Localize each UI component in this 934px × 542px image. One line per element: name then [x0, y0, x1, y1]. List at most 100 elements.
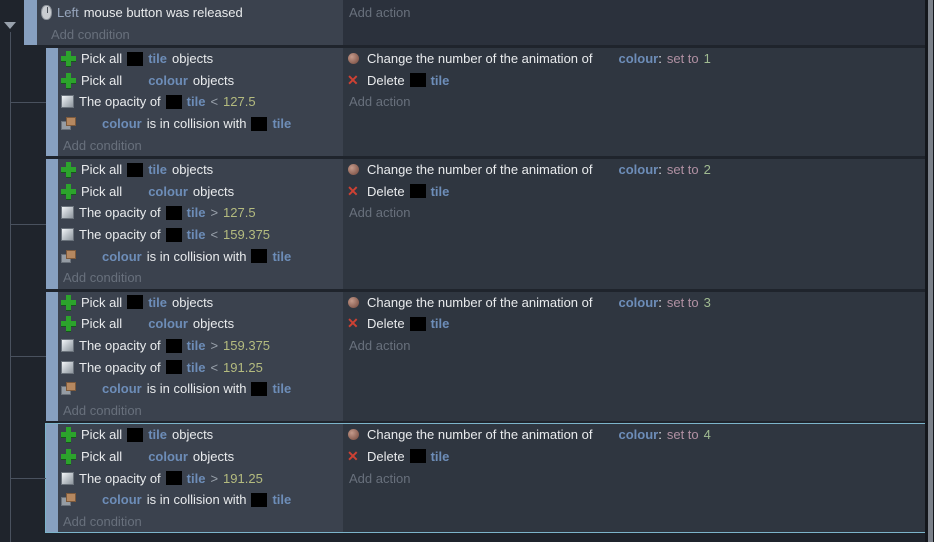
event-block[interactable]: Pick all tile objects Pick all colour objects…	[10, 291, 925, 422]
condition-row[interactable]: Pick all tile objects	[61, 48, 343, 70]
collision-icon	[61, 492, 76, 507]
action-row[interactable]: Change the number of the animation of col…	[347, 48, 925, 70]
event-body: Pick all tile objects Pick all colour objects…	[58, 424, 925, 533]
event-block[interactable]: Pick all tile objects Pick all colour objects…	[10, 423, 926, 534]
action-row[interactable]: Delete tile	[347, 181, 925, 203]
root-event: Left mouse button was released Add conditi…	[24, 0, 925, 45]
segment-setto: set to	[666, 51, 699, 67]
segment-object: tile	[272, 492, 292, 508]
action-row[interactable]: Delete tile	[347, 446, 925, 468]
segment-object: colour	[618, 51, 659, 67]
collision-icon	[61, 381, 76, 396]
action-row[interactable]: Change the number of the animation of col…	[347, 159, 925, 181]
segment-object: colour	[618, 427, 659, 443]
add-action-link[interactable]: Add action	[349, 338, 411, 354]
segment-object: colour	[148, 183, 188, 199]
condition-row[interactable]: Pick all tile objects	[61, 292, 343, 314]
segment-text: objects	[192, 316, 235, 332]
segment-blank	[597, 295, 613, 309]
action-row[interactable]: Delete tile	[347, 313, 925, 335]
condition-row[interactable]: colour is in collision with tile	[61, 113, 343, 135]
pick-icon	[61, 72, 76, 88]
segment-object: tile	[186, 338, 206, 354]
event-highlight-bar[interactable]	[24, 0, 37, 45]
action-row[interactable]: Change the number of the animation of col…	[347, 292, 925, 314]
add-action-link[interactable]: Add action	[349, 5, 411, 21]
add-condition-link[interactable]: Add condition	[63, 137, 142, 153]
segment-num: 191.25	[223, 359, 263, 375]
animation-icon	[347, 51, 362, 66]
add-condition-link[interactable]: Add condition	[63, 270, 142, 286]
condition-row[interactable]: Pick all colour objects	[61, 446, 343, 468]
segment-object: colour	[618, 294, 659, 310]
condition-row[interactable]: The opacity of tile >191.25	[61, 467, 343, 489]
segment-thumb	[409, 73, 426, 88]
action-row[interactable]: Change the number of the animation of col…	[347, 424, 925, 446]
segment-object: colour	[148, 448, 188, 464]
add-condition-link[interactable]: Add condition	[63, 402, 142, 418]
event-highlight-bar[interactable]	[46, 158, 58, 289]
segment-text: is in collision with	[146, 116, 247, 132]
actions-column: Change the number of the animation of col…	[343, 291, 925, 422]
segment-text: Change the number of the animation of	[367, 427, 593, 443]
segment-object: colour	[148, 72, 188, 88]
actions-column: Change the number of the animation of col…	[343, 424, 925, 533]
segment-num: 159.375	[223, 338, 271, 354]
tree-connector	[10, 356, 46, 358]
condition-row[interactable]: Pick all tile objects	[61, 424, 343, 446]
condition-row[interactable]: Left mouse button was released	[39, 2, 343, 24]
segment-text: The opacity of	[79, 205, 161, 221]
segment-blank	[597, 52, 613, 66]
add-action-link[interactable]: Add action	[349, 205, 411, 221]
segment-text: Change the number of the animation of	[367, 162, 593, 178]
event-block[interactable]: Pick all tile objects Pick all colour objects…	[10, 48, 925, 156]
segment-text: objects	[192, 183, 235, 199]
actions-column: Change the number of the animation of col…	[343, 48, 925, 156]
segment-thumb	[251, 381, 268, 396]
segment-object: tile	[148, 51, 167, 67]
segment-object: tile	[186, 227, 206, 243]
add-condition-link[interactable]: Add condition	[51, 26, 130, 42]
add-condition-link[interactable]: Add condition	[63, 513, 142, 529]
collision-icon	[61, 116, 76, 131]
condition-row[interactable]: Pick all colour objects	[61, 181, 343, 203]
condition-row[interactable]: colour is in collision with tile	[61, 378, 343, 400]
scrollbar-track[interactable]	[925, 0, 934, 542]
animation-icon	[347, 162, 362, 177]
segment-op: <	[210, 227, 219, 243]
condition-row[interactable]: The opacity of tile <159.375	[61, 224, 343, 246]
event-block[interactable]: Pick all tile objects Pick all colour objects…	[10, 158, 925, 289]
condition-row[interactable]: colour is in collision with tile	[61, 489, 343, 511]
segment-thumb	[127, 427, 144, 442]
segment-thumb	[409, 184, 426, 199]
segment-blank	[81, 382, 97, 396]
event-highlight-bar[interactable]	[46, 291, 58, 422]
condition-row[interactable]: Pick all colour objects	[61, 70, 343, 92]
sub-events-list: Pick all tile objects Pick all colour objects…	[0, 48, 926, 534]
event-highlight-bar[interactable]	[46, 48, 58, 156]
add-action-link[interactable]: Add action	[349, 470, 411, 486]
condition-row[interactable]: colour is in collision with tile	[61, 245, 343, 267]
add-action-link[interactable]: Add action	[349, 94, 411, 110]
segment-text: objects	[171, 162, 214, 178]
segment-text: objects	[171, 427, 214, 443]
condition-row[interactable]: The opacity of tile <191.25	[61, 356, 343, 378]
segment-text: mouse button was released	[83, 5, 243, 21]
event-highlight-bar[interactable]	[46, 424, 58, 533]
condition-row[interactable]: Pick all colour objects	[61, 313, 343, 335]
condition-row[interactable]: The opacity of tile <127.5	[61, 91, 343, 113]
condition-row[interactable]: Pick all tile objects	[61, 159, 343, 181]
segment-object: tile	[430, 72, 450, 88]
condition-row[interactable]: The opacity of tile >127.5	[61, 202, 343, 224]
segment-op: <	[210, 359, 219, 375]
collapse-arrow-icon[interactable]	[4, 22, 16, 29]
action-row[interactable]: Delete tile	[347, 70, 925, 92]
tree-connector	[10, 478, 46, 480]
scrollbar-thumb[interactable]	[928, 0, 933, 542]
condition-row[interactable]: The opacity of tile >159.375	[61, 335, 343, 357]
segment-thumb	[409, 316, 426, 331]
pick-icon	[61, 448, 76, 464]
pick-icon	[61, 162, 76, 178]
segment-thumb	[165, 360, 182, 375]
